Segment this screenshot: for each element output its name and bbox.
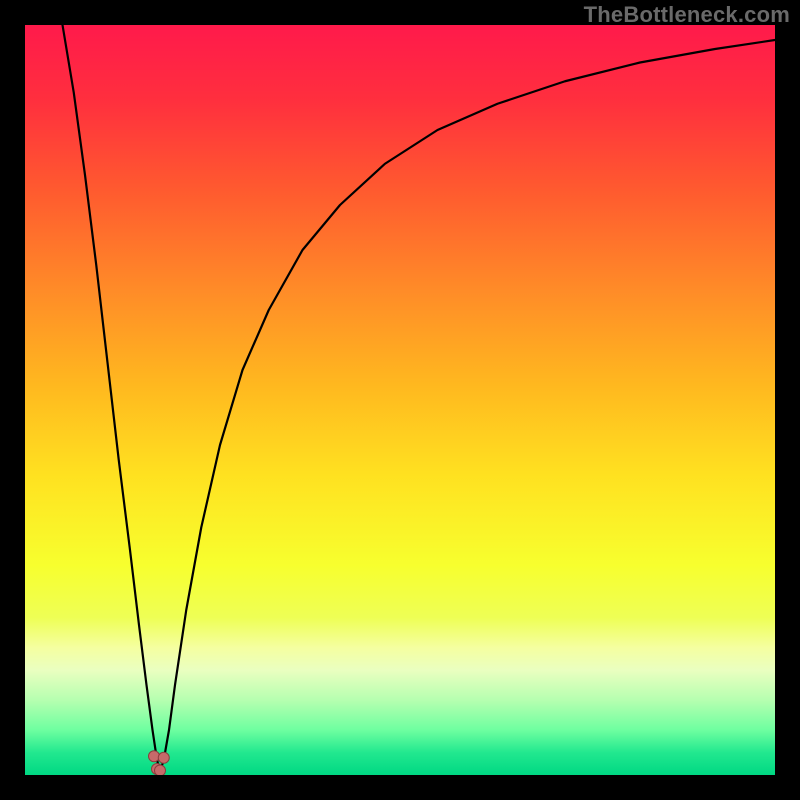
gradient-background [25,25,775,775]
min-marker [149,751,160,762]
plot-area [25,25,775,775]
chart-frame: TheBottleneck.com [0,0,800,800]
min-marker [155,765,166,775]
chart-svg [25,25,775,775]
min-marker [158,752,169,763]
